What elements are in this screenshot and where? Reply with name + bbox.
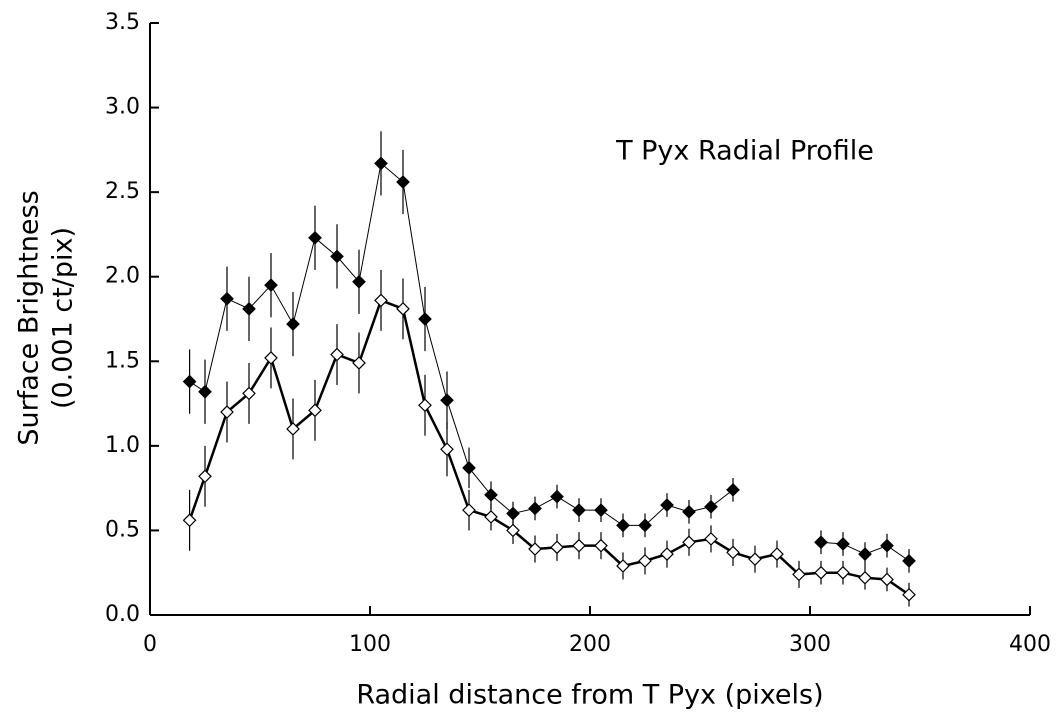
marker <box>682 535 696 550</box>
marker <box>182 513 197 528</box>
marker <box>264 351 278 365</box>
marker <box>220 291 234 306</box>
marker <box>330 249 344 264</box>
marker <box>616 559 630 573</box>
marker <box>528 542 542 556</box>
series-line <box>188 298 910 596</box>
y-tick-label: 0.0 <box>105 602 140 627</box>
marker <box>182 374 197 389</box>
marker <box>638 518 652 533</box>
y-tick-label: 3.0 <box>105 95 140 120</box>
marker <box>594 538 608 553</box>
marker <box>220 405 234 419</box>
marker <box>704 499 718 514</box>
marker <box>242 302 256 316</box>
marker <box>858 547 872 561</box>
x-tick-label: 400 <box>1009 632 1051 657</box>
marker <box>352 356 366 370</box>
marker <box>352 274 366 289</box>
y-tick-label: 1.5 <box>105 348 140 373</box>
x-tick-label: 0 <box>143 632 157 657</box>
marker <box>616 518 630 533</box>
marker <box>880 572 894 587</box>
marker <box>242 386 256 401</box>
marker <box>396 302 410 316</box>
marker <box>638 554 652 568</box>
marker <box>682 504 696 519</box>
marker <box>286 317 300 331</box>
marker <box>550 489 564 504</box>
marker <box>770 547 784 561</box>
marker <box>726 482 740 497</box>
marker <box>836 537 850 551</box>
marker <box>836 565 850 580</box>
y-axis-label: (0.001 ct/pix) <box>48 227 79 409</box>
marker <box>440 393 454 408</box>
marker <box>814 565 828 580</box>
marker <box>418 312 432 326</box>
marker <box>198 469 212 484</box>
marker <box>726 545 740 560</box>
marker <box>462 460 476 475</box>
marker <box>506 523 520 538</box>
y-tick-label: 0.5 <box>105 517 140 542</box>
y-tick-label: 2.5 <box>105 179 140 204</box>
marker <box>484 510 498 524</box>
marker <box>484 488 498 502</box>
marker <box>396 175 410 189</box>
marker <box>528 501 542 516</box>
marker <box>572 538 586 553</box>
marker <box>198 384 212 399</box>
annotation: T Pyx Radial Profile <box>615 136 874 167</box>
marker <box>462 503 476 517</box>
y-tick-label: 1.0 <box>105 433 140 458</box>
marker <box>330 347 344 362</box>
marker <box>418 398 432 413</box>
marker <box>792 567 806 582</box>
marker <box>572 503 586 517</box>
marker <box>264 278 278 293</box>
x-tick-label: 300 <box>789 632 831 657</box>
y-tick-label: 3.5 <box>105 10 140 35</box>
marker <box>880 538 894 553</box>
marker <box>858 570 872 585</box>
marker <box>902 587 916 602</box>
marker <box>440 442 454 457</box>
marker <box>704 532 718 546</box>
y-axis-label: Surface Brightness <box>14 190 45 445</box>
marker <box>902 554 916 568</box>
marker <box>374 293 388 308</box>
marker <box>748 552 762 567</box>
marker <box>550 540 564 555</box>
marker <box>660 547 674 561</box>
marker <box>308 230 322 245</box>
marker <box>660 498 674 512</box>
x-axis-label: Radial distance from T Pyx (pixels) <box>356 680 823 711</box>
marker <box>286 422 300 436</box>
marker <box>308 403 322 418</box>
x-tick-label: 100 <box>349 632 391 657</box>
marker <box>814 535 828 550</box>
x-tick-label: 200 <box>569 632 611 657</box>
marker <box>374 156 388 171</box>
marker <box>594 503 608 517</box>
y-tick-label: 2.0 <box>105 264 140 289</box>
